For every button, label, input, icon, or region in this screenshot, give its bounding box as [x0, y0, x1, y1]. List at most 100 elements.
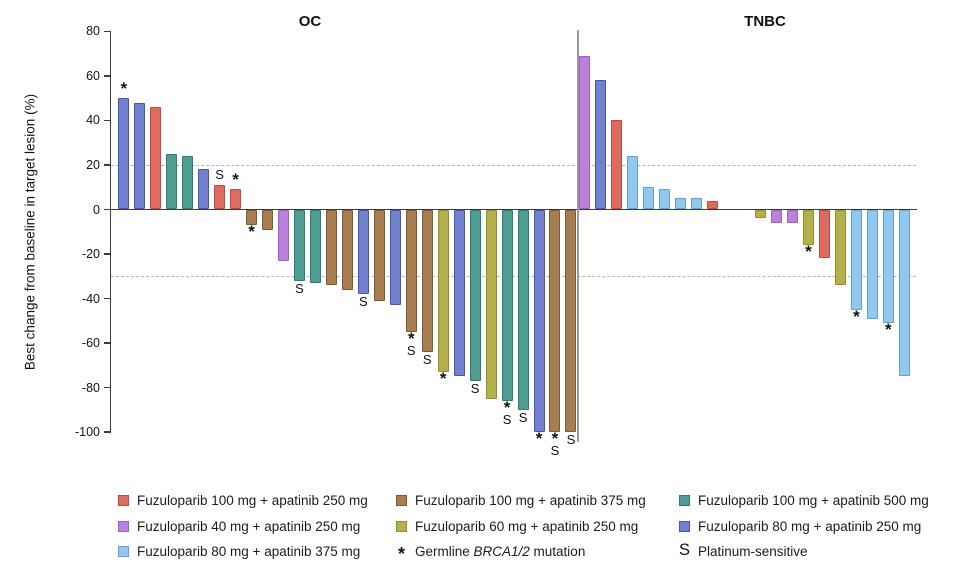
- legend-item: Fuzuloparib 100 mg + apatinib 375 mg: [396, 488, 646, 514]
- bar: [802, 209, 814, 246]
- legend-swatch-teal: [679, 495, 690, 507]
- legend-column-2: Fuzuloparib 100 mg + apatinib 375 mg Fuz…: [396, 488, 646, 565]
- y-axis-tick-label: -80: [81, 380, 100, 395]
- bar: [357, 209, 369, 295]
- platinum-s-icon: S: [518, 409, 528, 425]
- bar: [118, 98, 130, 210]
- panel-divider: [577, 30, 579, 442]
- platinum-sensitive-icon: S: [679, 541, 691, 560]
- legend-label: Platinum-sensitive: [698, 544, 808, 560]
- legend-label: Fuzuloparib 100 mg + apatinib 375 mg: [415, 493, 646, 509]
- legend-item: Fuzuloparib 100 mg + apatinib 250 mg: [118, 488, 368, 514]
- bar: [501, 209, 513, 401]
- y-axis-tick: [104, 386, 110, 389]
- bar: [611, 120, 623, 210]
- flag-annotation: S: [510, 411, 536, 424]
- legend-item: Fuzuloparib 80 mg + apatinib 250 mg: [679, 514, 929, 540]
- y-axis-tick: [104, 30, 110, 33]
- legend-swatch-purple: [118, 520, 129, 532]
- flag-annotation: *: [875, 321, 901, 338]
- legend-label: Fuzuloparib 100 mg + apatinib 500 mg: [698, 493, 929, 509]
- brca-asterisk-icon: *: [503, 397, 511, 417]
- legend-item-brca: * Germline BRCA1/2 mutation: [396, 539, 646, 565]
- brca-asterisk-icon: *: [407, 328, 415, 348]
- bar: [246, 209, 258, 226]
- bar: [771, 209, 783, 223]
- y-axis-tick-label: 0: [93, 202, 100, 217]
- flag-annotation: S: [286, 282, 312, 295]
- bar: [182, 156, 194, 210]
- bar: [453, 209, 465, 377]
- flag-annotation: * S: [398, 328, 424, 357]
- y-axis-tick: [104, 431, 110, 433]
- y-axis-tick-label: -100: [74, 425, 100, 440]
- bar: [134, 102, 146, 210]
- legend-item-platinum: S Platinum-sensitive: [679, 539, 929, 565]
- brca-asterisk-icon: *: [535, 429, 543, 449]
- legend-swatch-blueviolet: [679, 520, 690, 532]
- legend-swatch-brown: [396, 495, 407, 507]
- flag-annotation: *: [526, 429, 552, 449]
- bar: [643, 187, 655, 210]
- bar: [198, 169, 210, 210]
- platinum-s-icon: S: [422, 351, 432, 367]
- flag-annotation: S: [350, 295, 376, 308]
- y-axis-tick: [104, 297, 110, 300]
- bar: [373, 209, 385, 301]
- legend-item: Fuzuloparib 60 mg + apatinib 250 mg: [396, 514, 646, 540]
- bar: [293, 209, 305, 281]
- brca-asterisk-icon: *: [551, 429, 559, 449]
- asterisk-icon: *: [397, 544, 405, 565]
- brca-asterisk-icon: *: [232, 170, 239, 190]
- bar: [882, 209, 894, 323]
- bar: [278, 209, 289, 261]
- flag-annotation: *: [430, 368, 456, 388]
- y-axis-line: [110, 31, 112, 433]
- flag-annotation: *: [843, 306, 869, 326]
- flag-annotation: * S: [494, 397, 520, 427]
- legend-item: Fuzuloparib 40 mg + apatinib 250 mg: [118, 514, 368, 540]
- bar: [485, 209, 497, 399]
- legend-label: Fuzuloparib 80 mg + apatinib 375 mg: [137, 544, 361, 560]
- bar: [691, 198, 703, 210]
- legend-label: Fuzuloparib 40 mg + apatinib 250 mg: [137, 518, 361, 534]
- y-axis-tick: [104, 253, 110, 255]
- legend-swatch-red: [118, 495, 129, 507]
- bar: [659, 189, 671, 210]
- brca-asterisk-icon: *: [853, 306, 860, 326]
- bar: [421, 209, 433, 352]
- flag-annotation: *: [239, 222, 265, 242]
- bar: [595, 80, 607, 210]
- y-axis-tick-label: 80: [86, 24, 100, 39]
- bar: [627, 156, 639, 210]
- bar: [214, 185, 226, 210]
- bar: [262, 209, 274, 230]
- bar: [309, 209, 321, 283]
- legend-column-3: Fuzuloparib 100 mg + apatinib 500 mg Fuz…: [679, 488, 929, 565]
- bar: [517, 209, 529, 410]
- y-axis-tick-label: -40: [81, 291, 100, 306]
- legend-item: Fuzuloparib 80 mg + apatinib 375 mg: [118, 539, 368, 565]
- brca-asterisk-icon: *: [248, 222, 255, 242]
- brca-asterisk-icon: *: [439, 368, 447, 388]
- platinum-s-icon: S: [566, 432, 576, 448]
- bar: [150, 107, 162, 210]
- bar: [898, 209, 910, 377]
- reference-line: [111, 164, 916, 166]
- panel-title-oc: OC: [298, 13, 322, 30]
- legend-swatch-olive: [396, 520, 407, 532]
- flag-annotation: S: [462, 382, 488, 395]
- y-axis-tick: [104, 75, 110, 77]
- y-axis-tick: [104, 164, 110, 166]
- legend-swatch-skyblue: [118, 546, 129, 558]
- y-axis-tick-label: -20: [81, 247, 100, 261]
- bar: [834, 209, 846, 286]
- bar: [341, 209, 353, 290]
- y-axis-tick-label: 20: [86, 157, 100, 172]
- platinum-s-icon: S: [295, 280, 304, 296]
- bar: [166, 153, 178, 210]
- platinum-s-icon: S: [502, 411, 512, 427]
- flag-annotation: S: [414, 353, 440, 366]
- flag-annotation: * S: [542, 429, 568, 457]
